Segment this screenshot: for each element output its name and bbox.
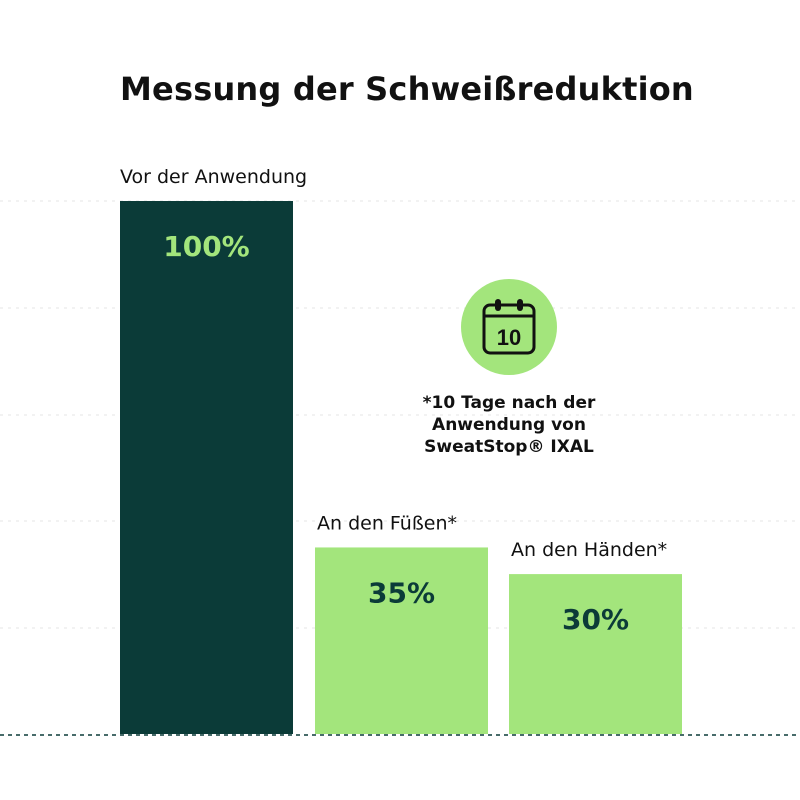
calendar-icon: 10 (482, 299, 536, 355)
calendar-badge: 10 (461, 279, 557, 375)
bars: Vor der Anwendung 100% An den Füßen* 35% An … (120, 166, 682, 734)
chart-title: Messung der Schweißreduktion (120, 70, 694, 108)
bar-2 (315, 547, 488, 734)
bar-3 (509, 574, 682, 734)
category-label: Vor der Anwendung (120, 166, 307, 188)
category-label: An den Füßen* (317, 512, 457, 534)
value-label: 30% (562, 603, 629, 636)
value-label: 35% (368, 576, 435, 609)
bar-1 (120, 201, 293, 734)
category-label: An den Händen* (511, 539, 667, 561)
footnote: *10 Tage nach der Anwendung von SweatSto… (422, 393, 596, 457)
calendar-number: 10 (497, 325, 521, 350)
value-label: 100% (163, 230, 250, 263)
